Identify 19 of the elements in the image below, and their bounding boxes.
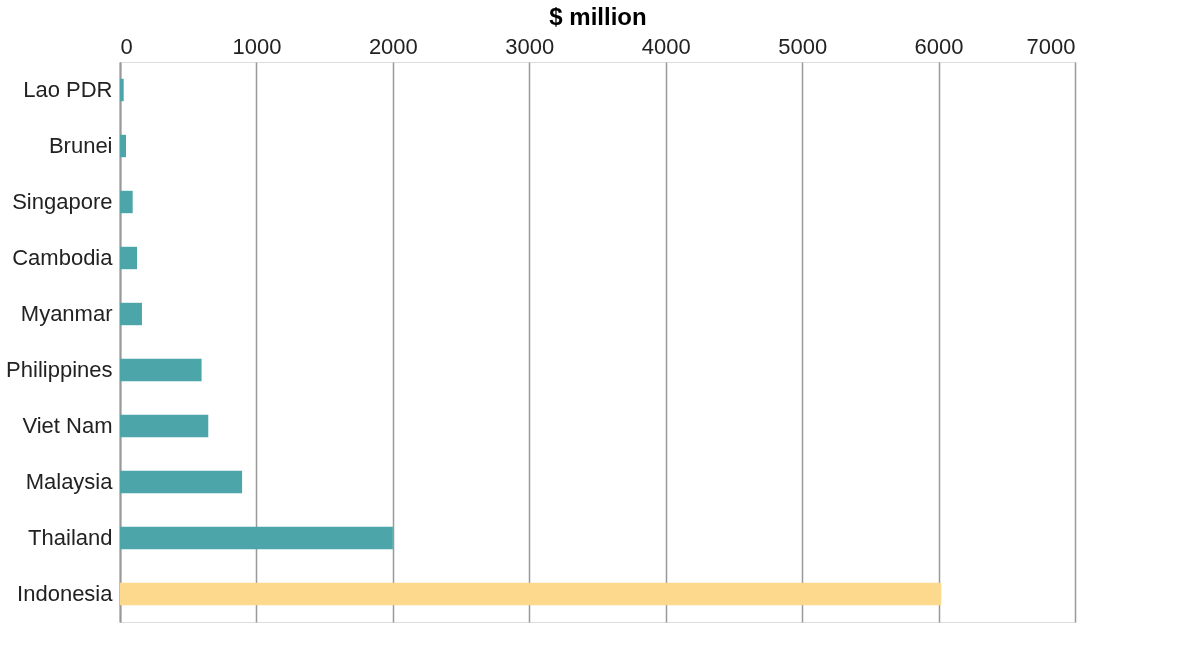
x-tick-label: 5000 <box>778 33 828 59</box>
x-tick-label: 1000 <box>232 33 282 59</box>
x-axis-title: $ million <box>549 2 647 30</box>
y-tick-label: Lao PDR <box>23 77 113 102</box>
y-tick-label: Thailand <box>28 525 113 550</box>
y-tick-label: Brunei <box>48 133 113 158</box>
y-tick-label: Indonesia <box>17 581 114 606</box>
x-tick-label: 6000 <box>914 33 964 59</box>
y-tick-label: Malaysia <box>25 469 114 494</box>
y-tick-label: Singapore <box>12 189 113 214</box>
y-tick-label: Cambodia <box>12 245 114 270</box>
x-tick-label: 0 <box>120 33 133 59</box>
y-tick-label: Myanmar <box>20 301 113 326</box>
x-tick-label: 3000 <box>505 33 555 59</box>
x-tick-label: 7000 <box>1026 33 1076 59</box>
y-tick-label: Viet Nam <box>22 413 113 438</box>
y-tick-label: Philippines <box>6 357 113 382</box>
x-tick-label: 4000 <box>641 33 691 59</box>
x-tick-label: 2000 <box>368 33 418 59</box>
